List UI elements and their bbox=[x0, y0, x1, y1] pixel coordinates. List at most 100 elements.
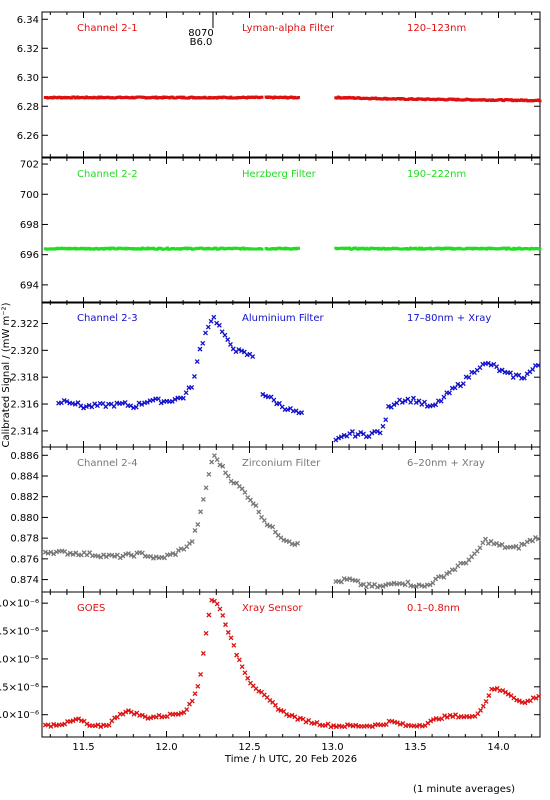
y-tick-label: 0.878 bbox=[10, 534, 39, 545]
data-point bbox=[438, 398, 444, 404]
data-point bbox=[214, 601, 220, 607]
data-point bbox=[538, 99, 542, 103]
data-point bbox=[422, 583, 427, 589]
series-points bbox=[56, 314, 541, 443]
y-tick-label: 696 bbox=[20, 250, 39, 261]
data-point bbox=[70, 551, 76, 557]
data-point bbox=[328, 724, 334, 730]
data-point bbox=[483, 536, 488, 542]
data-point bbox=[139, 401, 145, 407]
data-point bbox=[296, 96, 300, 100]
data-point bbox=[223, 622, 228, 628]
data-point bbox=[260, 391, 266, 397]
data-point bbox=[225, 473, 231, 479]
y-tick-label: 5.5×10⁻⁶ bbox=[0, 627, 39, 638]
panel-4: 0.874 0.876 0.878 0.880 0.882 0.884 0.886 Chann… bbox=[10, 446, 541, 593]
data-point bbox=[480, 703, 486, 709]
y-tick-label: 5.0×10⁻⁶ bbox=[0, 654, 39, 665]
data-point bbox=[206, 612, 212, 618]
y-tick-label: 694 bbox=[20, 280, 39, 291]
panel-band-label: 190–222nm bbox=[407, 169, 466, 180]
data-point bbox=[536, 693, 542, 699]
data-point bbox=[414, 723, 420, 729]
data-point bbox=[347, 576, 353, 582]
series-points bbox=[43, 95, 542, 103]
data-point bbox=[239, 664, 245, 670]
data-point bbox=[522, 700, 528, 706]
annotation-line-1: 8070 bbox=[188, 28, 213, 39]
data-point bbox=[413, 400, 419, 406]
data-point bbox=[155, 396, 161, 402]
data-point bbox=[524, 539, 530, 545]
data-point bbox=[374, 584, 380, 590]
data-point bbox=[72, 401, 78, 407]
data-point bbox=[413, 584, 419, 589]
data-point bbox=[311, 721, 317, 727]
data-point bbox=[433, 402, 439, 408]
data-point bbox=[195, 683, 201, 689]
data-point bbox=[538, 247, 542, 251]
data-point bbox=[172, 396, 178, 402]
peak-annotation: 8070 B6.0 bbox=[188, 12, 214, 48]
data-point bbox=[203, 330, 208, 336]
data-point bbox=[70, 718, 76, 724]
data-point bbox=[64, 398, 70, 404]
data-point bbox=[383, 417, 389, 423]
data-point bbox=[508, 370, 513, 376]
footnote: (1 minute averages) bbox=[413, 784, 515, 795]
data-point bbox=[516, 545, 522, 551]
data-point bbox=[338, 434, 344, 440]
data-point bbox=[117, 555, 123, 561]
data-point bbox=[228, 341, 233, 347]
data-point bbox=[271, 397, 277, 403]
y-tick-label: 6.34 bbox=[17, 15, 39, 26]
data-point bbox=[148, 554, 154, 559]
data-point bbox=[123, 709, 129, 715]
data-point bbox=[422, 399, 427, 405]
data-point bbox=[67, 550, 73, 556]
data-point bbox=[331, 723, 337, 729]
data-point bbox=[92, 401, 98, 407]
data-point bbox=[126, 551, 131, 556]
data-point bbox=[192, 528, 198, 533]
data-point bbox=[455, 381, 461, 387]
data-point bbox=[383, 582, 389, 588]
data-point bbox=[380, 423, 386, 429]
data-point bbox=[131, 711, 137, 717]
panel-1: 6.26 6.28 6.30 6.32 6.34 Channel 2-1 Lyman-alp… bbox=[17, 11, 542, 158]
x-axis-label: Time / h UTC, 20 Feb 2026 bbox=[224, 754, 357, 765]
data-point bbox=[86, 402, 92, 408]
data-point bbox=[410, 395, 416, 401]
panel-frame bbox=[41, 157, 541, 304]
x-tick-label: 11.5 bbox=[72, 742, 94, 753]
data-point bbox=[217, 606, 223, 612]
panel-band-label: 0.1–0.8nm bbox=[407, 603, 460, 614]
y-tick-label: 702 bbox=[20, 160, 39, 171]
data-point bbox=[234, 652, 240, 658]
data-point bbox=[442, 713, 447, 719]
series-points bbox=[42, 597, 542, 730]
panel-3: 2.314 2.316 2.318 2.320 2.322 Channel 2-3 Alum… bbox=[10, 301, 541, 448]
data-point bbox=[399, 399, 405, 405]
data-point bbox=[65, 551, 70, 557]
data-point bbox=[220, 612, 226, 618]
data-point bbox=[198, 671, 204, 677]
data-point bbox=[535, 362, 541, 368]
data-point bbox=[500, 688, 506, 693]
y-tick-label: 4.5×10⁻⁶ bbox=[0, 682, 39, 693]
panel-name-label: GOES bbox=[77, 603, 105, 614]
data-point bbox=[250, 354, 256, 359]
data-point bbox=[156, 712, 162, 718]
x-tick-label: 13.5 bbox=[404, 742, 426, 753]
data-point bbox=[394, 720, 400, 726]
data-point bbox=[92, 723, 98, 729]
y-tick-label: 6.26 bbox=[17, 131, 39, 142]
y-tick-label: 4.0×10⁻⁶ bbox=[0, 710, 39, 721]
data-point bbox=[450, 714, 456, 720]
data-point bbox=[477, 545, 483, 551]
data-point bbox=[220, 463, 226, 469]
y-tick-label: 0.880 bbox=[10, 513, 39, 524]
data-point bbox=[242, 489, 248, 495]
data-point bbox=[112, 553, 118, 559]
